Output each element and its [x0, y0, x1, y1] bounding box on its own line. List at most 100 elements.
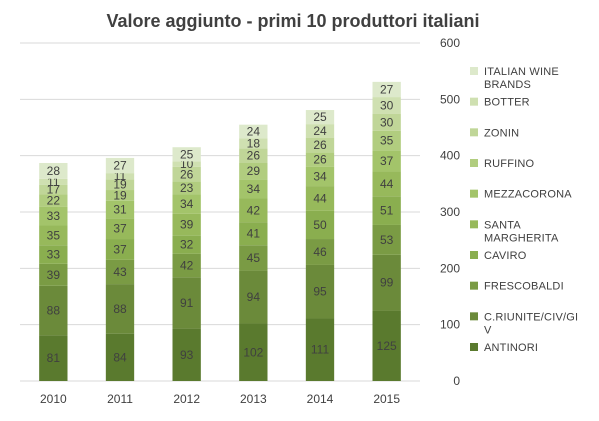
data-label: 53 — [380, 233, 394, 247]
bar-segment — [239, 222, 268, 246]
data-label: 27 — [113, 159, 127, 173]
data-label: 37 — [380, 154, 394, 168]
bar-segment — [105, 259, 135, 285]
bar-segment — [305, 137, 335, 153]
bar-segment — [172, 194, 201, 214]
bar-segment — [39, 184, 68, 195]
legend-swatch — [470, 281, 478, 290]
bar-segment — [39, 335, 68, 381]
bar-segment — [39, 194, 68, 207]
legend-swatch — [470, 343, 478, 351]
data-label: 30 — [380, 115, 394, 129]
data-label: 44 — [380, 177, 394, 191]
bar-segment — [39, 178, 68, 185]
data-label: 42 — [247, 203, 261, 217]
x-tick-label: 2010 — [40, 392, 67, 406]
data-label: 24 — [247, 124, 261, 138]
data-label: 26 — [313, 138, 327, 152]
bar-segment — [105, 179, 135, 191]
bar-segment — [372, 196, 401, 225]
bar-segment — [239, 270, 268, 324]
y-tick-label: 500 — [440, 92, 460, 106]
data-label: 32 — [180, 238, 194, 252]
bar-segment — [305, 152, 335, 167]
data-label: 17 — [47, 183, 61, 197]
bar-segment — [305, 210, 335, 240]
data-label: 25 — [313, 110, 327, 124]
legend-label: BOTTER — [484, 97, 530, 109]
data-label: 27 — [380, 82, 394, 96]
data-label: 44 — [313, 191, 327, 205]
data-label: 26 — [313, 153, 327, 167]
bar-segment — [105, 239, 135, 260]
data-label: 35 — [47, 228, 61, 242]
bar-segment — [172, 277, 201, 329]
legend-label: RUFFINO — [484, 158, 535, 170]
bar-segment — [239, 162, 268, 180]
bar-segment — [372, 97, 401, 114]
data-label: 111 — [311, 343, 330, 357]
bar-segment — [39, 206, 68, 226]
legend-swatch — [470, 251, 478, 259]
legend-swatch — [470, 189, 478, 198]
legend-label: ANTINORI — [484, 342, 538, 354]
legend-label: FRESCOBALDI — [484, 281, 564, 293]
bar-segment — [172, 181, 201, 195]
data-label: 34 — [247, 182, 261, 196]
gridlines — [20, 42, 420, 382]
data-label: 33 — [47, 209, 61, 223]
bar-segment — [372, 171, 401, 197]
bar-segment — [372, 310, 401, 381]
bar-segment — [239, 245, 268, 271]
data-label: 84 — [113, 350, 127, 364]
data-label: 28 — [47, 164, 61, 178]
data-label: 24 — [313, 124, 327, 138]
legend-swatch — [470, 128, 478, 137]
x-tick-label: 2012 — [173, 392, 200, 406]
data-label: 18 — [247, 136, 261, 150]
bar-segment — [372, 113, 401, 131]
bar-segment — [105, 173, 135, 180]
data-label: 30 — [380, 99, 394, 113]
data-label: 42 — [180, 259, 194, 273]
bar-segment — [372, 254, 401, 311]
x-axis: 2010 2011 2012 2013 2014 2015 — [40, 392, 400, 406]
bar-segment — [372, 224, 401, 255]
data-label: 37 — [113, 242, 127, 256]
data-label: 34 — [180, 197, 194, 211]
legend-label: SANTA MARGHERITA — [484, 219, 559, 244]
y-tick-label: 100 — [440, 318, 460, 332]
bar-segment — [105, 190, 135, 201]
data-label: 37 — [113, 222, 127, 236]
bar-segment — [372, 130, 401, 151]
data-label: 39 — [47, 268, 61, 282]
bar-segment — [105, 333, 135, 381]
data-label: 35 — [380, 134, 394, 148]
bar-segment — [305, 264, 335, 319]
data-label: 88 — [47, 304, 61, 318]
legend: ITALIAN WINE BRANDS BOTTER ZONIN RUFFINO MEZZ… — [470, 66, 578, 354]
y-axis: 0 100 200 300 400 500 600 — [440, 36, 460, 388]
data-label: 50 — [313, 218, 327, 232]
bar-segment — [105, 284, 135, 334]
legend-swatch — [470, 312, 478, 321]
bar-segment — [239, 124, 268, 139]
chart-title: Valore aggiunto - primi 10 produttori it… — [106, 11, 479, 31]
bar-segment — [305, 110, 335, 125]
bar-segment — [305, 186, 335, 211]
data-label: 23 — [180, 181, 194, 195]
bars: 8188393335332217112884884337373119191127… — [39, 81, 401, 381]
data-label: 45 — [247, 251, 261, 265]
bar-segment — [172, 253, 201, 278]
data-label: 81 — [47, 351, 61, 365]
data-label: 43 — [113, 265, 127, 279]
data-label: 25 — [180, 147, 194, 161]
bar-segment — [105, 200, 135, 219]
y-tick-label: 600 — [440, 36, 460, 50]
data-label: 88 — [113, 302, 127, 316]
bar-segment — [105, 218, 135, 240]
bar-segment — [39, 162, 68, 179]
y-tick-label: 400 — [440, 149, 460, 163]
bar-segment — [239, 138, 268, 149]
data-label: 125 — [377, 339, 397, 353]
